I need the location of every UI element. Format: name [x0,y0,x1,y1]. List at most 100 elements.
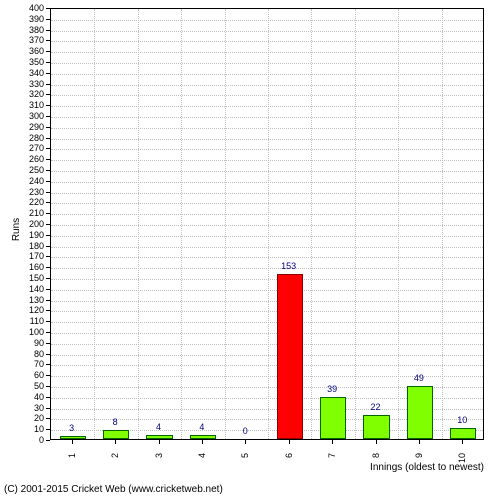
bar-value-label: 153 [281,261,296,271]
y-tick-mark [46,440,50,441]
y-tick-mark [46,73,50,74]
x-tick-label: 2 [110,453,120,471]
y-tick-mark [46,343,50,344]
gridline-horizontal [51,139,483,140]
y-tick-label: 290 [26,122,44,132]
gridline-vertical [398,9,399,439]
x-tick-mark [462,440,463,444]
bar [146,435,172,439]
gridline-horizontal [51,149,483,150]
y-tick-label: 170 [26,251,44,261]
x-tick-label: 1 [67,453,77,471]
y-tick-label: 0 [26,435,44,445]
y-tick-mark [46,84,50,85]
gridline-horizontal [51,290,483,291]
gridline-horizontal [51,225,483,226]
y-tick-label: 340 [26,68,44,78]
gridline-horizontal [51,203,483,204]
bar-value-label: 8 [113,417,118,427]
gridline-horizontal [51,41,483,42]
gridline-vertical [442,9,443,439]
gridline-horizontal [51,257,483,258]
gridline-horizontal [51,128,483,129]
y-tick-label: 90 [26,338,44,348]
bar [103,430,129,439]
gridline-horizontal [51,268,483,269]
bar [407,386,433,439]
x-tick-label: 8 [371,453,381,471]
y-tick-mark [46,8,50,9]
y-tick-mark [46,429,50,430]
gridline-horizontal [51,117,483,118]
y-tick-mark [46,224,50,225]
bar-value-label: 39 [327,384,337,394]
gridline-vertical [355,9,356,439]
gridline-horizontal [51,301,483,302]
y-tick-label: 300 [26,111,44,121]
bar-value-label: 3 [69,423,74,433]
x-tick-mark [202,440,203,444]
y-tick-label: 390 [26,14,44,24]
chart-container: Runs Innings (oldest to newest) (C) 2001… [0,0,500,500]
gridline-horizontal [51,95,483,96]
gridline-horizontal [51,333,483,334]
gridline-horizontal [51,193,483,194]
gridline-horizontal [51,63,483,64]
bar [190,435,216,439]
x-tick-mark [376,440,377,444]
y-tick-label: 240 [26,176,44,186]
y-tick-mark [46,94,50,95]
y-tick-mark [46,235,50,236]
y-tick-mark [46,278,50,279]
y-tick-label: 150 [26,273,44,283]
y-tick-label: 360 [26,46,44,56]
y-tick-mark [46,62,50,63]
bar [60,436,86,439]
gridline-horizontal [51,31,483,32]
bar-value-label: 10 [457,415,467,425]
x-tick-mark [159,440,160,444]
y-tick-label: 50 [26,381,44,391]
y-tick-label: 20 [26,413,44,423]
y-tick-mark [46,148,50,149]
y-tick-label: 320 [26,89,44,99]
y-tick-mark [46,256,50,257]
gridline-horizontal [51,171,483,172]
x-tick-mark [115,440,116,444]
y-tick-label: 200 [26,219,44,229]
y-tick-label: 400 [26,3,44,13]
y-tick-label: 210 [26,208,44,218]
y-tick-label: 370 [26,35,44,45]
bar [277,274,303,439]
gridline-horizontal [51,160,483,161]
gridline-horizontal [51,52,483,53]
y-tick-mark [46,181,50,182]
bar [320,397,346,439]
x-tick-mark [245,440,246,444]
y-tick-label: 60 [26,370,44,380]
y-tick-mark [46,116,50,117]
y-tick-label: 250 [26,165,44,175]
bar [363,415,389,439]
gridline-horizontal [51,74,483,75]
y-tick-mark [46,246,50,247]
x-tick-label: 4 [197,453,207,471]
gridline-vertical [181,9,182,439]
gridline-horizontal [51,182,483,183]
y-tick-mark [46,321,50,322]
gridline-horizontal [51,85,483,86]
y-tick-mark [46,202,50,203]
gridline-vertical [268,9,269,439]
y-tick-mark [46,170,50,171]
y-tick-label: 70 [26,359,44,369]
y-tick-mark [46,364,50,365]
y-tick-mark [46,159,50,160]
bar-value-label: 22 [370,402,380,412]
gridline-horizontal [51,279,483,280]
y-tick-label: 380 [26,25,44,35]
gridline-horizontal [51,20,483,21]
copyright-text: (C) 2001-2015 Cricket Web (www.cricketwe… [4,484,223,495]
y-tick-label: 350 [26,57,44,67]
gridline-horizontal [51,311,483,312]
y-tick-label: 110 [26,316,44,326]
